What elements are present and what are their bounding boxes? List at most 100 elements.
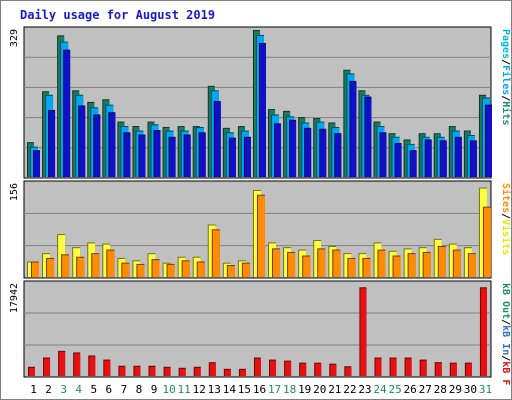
bar-kb-f-day-20 bbox=[315, 363, 322, 376]
bar-kb-f-day-15 bbox=[239, 369, 246, 376]
x-tick-label-day-24: 24 bbox=[373, 383, 387, 396]
x-tick-label-day-22: 22 bbox=[343, 383, 356, 396]
bar-kb-f-day-11 bbox=[179, 368, 186, 376]
bar-kb-f-day-4 bbox=[74, 353, 81, 376]
bar-pages-day-20 bbox=[320, 129, 327, 177]
bar-kb-f-day-14 bbox=[224, 369, 231, 376]
bar-sites-day-28 bbox=[438, 247, 446, 277]
bar-pages-day-23 bbox=[365, 97, 372, 177]
x-tick-label-day-13: 13 bbox=[208, 383, 221, 396]
y-max-label: 156 bbox=[9, 183, 20, 201]
bar-sites-day-13 bbox=[212, 230, 220, 277]
bar-sites-day-26 bbox=[408, 254, 416, 277]
side-legend: Sites/Visits bbox=[500, 183, 512, 255]
bar-kb-f-day-5 bbox=[89, 356, 96, 376]
x-tick-label-day-3: 3 bbox=[60, 383, 67, 396]
x-tick-label-day-15: 15 bbox=[238, 383, 251, 396]
bar-kb-f-day-28 bbox=[435, 363, 442, 376]
x-tick-label-day-16: 16 bbox=[253, 383, 266, 396]
x-axis: 1 2 3 4 5 6 7 8 9 10 11 12 13 14 15 16 17 18 19 20 21 22 23 24 2… bbox=[30, 383, 492, 396]
bar-pages-day-16 bbox=[259, 43, 266, 178]
x-tick-label-day-12: 12 bbox=[193, 383, 206, 396]
bar-pages-day-30 bbox=[470, 141, 477, 177]
legend--: / bbox=[500, 59, 511, 65]
bar-sites-day-6 bbox=[107, 250, 115, 277]
bar-sites-day-20 bbox=[318, 249, 326, 277]
x-tick-label-day-27: 27 bbox=[419, 383, 432, 396]
bar-sites-day-23 bbox=[363, 258, 371, 277]
x-tick-label-day-2: 2 bbox=[45, 383, 52, 396]
bar-pages-day-21 bbox=[335, 134, 342, 177]
bar-pages-day-5 bbox=[94, 115, 101, 177]
bar-pages-day-2 bbox=[49, 110, 56, 177]
bar-pages-day-15 bbox=[244, 137, 251, 177]
x-tick-label-day-4: 4 bbox=[75, 383, 82, 396]
bar-pages-day-18 bbox=[290, 120, 297, 177]
x-tick-label-day-19: 19 bbox=[298, 383, 311, 396]
bar-pages-day-13 bbox=[214, 102, 221, 177]
legend-visits: Visits bbox=[500, 219, 512, 255]
bar-sites-day-10 bbox=[167, 264, 175, 277]
legend-pages: Pages bbox=[500, 29, 511, 59]
bar-pages-day-4 bbox=[79, 106, 86, 177]
bar-kb-f-day-18 bbox=[285, 361, 292, 376]
bar-kb-f-day-2 bbox=[44, 358, 51, 376]
x-tick-label-day-26: 26 bbox=[404, 383, 417, 396]
bar-pages-day-10 bbox=[169, 137, 176, 177]
y-max-label: 17942 bbox=[9, 283, 20, 313]
x-tick-label-day-30: 30 bbox=[464, 383, 477, 396]
bar-sites-day-11 bbox=[182, 261, 190, 277]
x-tick-label-day-28: 28 bbox=[434, 383, 447, 396]
bar-sites-day-31 bbox=[483, 207, 491, 277]
legend--: / bbox=[500, 355, 511, 361]
bar-kb-f-day-23 bbox=[360, 288, 367, 376]
x-tick-label-day-17: 17 bbox=[268, 383, 281, 396]
bar-sites-day-27 bbox=[423, 252, 431, 277]
bar-pages-day-31 bbox=[485, 105, 492, 177]
bar-sites-day-29 bbox=[453, 250, 461, 277]
bar-pages-day-12 bbox=[199, 133, 206, 177]
bar-sites-day-15 bbox=[242, 263, 250, 277]
bar-pages-day-17 bbox=[275, 124, 282, 177]
bar-kb-f-day-22 bbox=[345, 367, 352, 376]
bar-kb-f-day-12 bbox=[194, 367, 201, 376]
bar-pages-day-27 bbox=[425, 140, 432, 177]
legend-files: Files bbox=[500, 65, 512, 95]
x-tick-label-day-29: 29 bbox=[449, 383, 462, 396]
bar-pages-day-9 bbox=[154, 131, 161, 177]
x-tick-label-day-11: 11 bbox=[178, 383, 191, 396]
bar-kb-f-day-6 bbox=[104, 360, 111, 376]
bar-kb-f-day-27 bbox=[420, 360, 427, 376]
bar-sites-day-17 bbox=[273, 249, 281, 277]
legend--: / bbox=[500, 95, 511, 101]
bar-pages-day-11 bbox=[184, 135, 191, 177]
bar-sites-day-12 bbox=[197, 262, 205, 277]
bar-sites-day-4 bbox=[77, 257, 85, 277]
x-tick-label-day-14: 14 bbox=[223, 383, 237, 396]
bar-kb-f-day-3 bbox=[59, 351, 66, 376]
x-tick-label-day-23: 23 bbox=[358, 383, 371, 396]
legend-kb-in: kB In bbox=[500, 325, 511, 355]
legend-sites: Sites bbox=[500, 183, 512, 213]
bar-kb-f-day-29 bbox=[450, 363, 457, 376]
legend-kb-out: kB Out bbox=[500, 283, 511, 319]
legend-kb-f: kB F bbox=[500, 361, 511, 385]
bar-pages-day-22 bbox=[350, 81, 357, 177]
bar-sites-day-19 bbox=[303, 256, 311, 277]
bar-sites-day-30 bbox=[468, 254, 476, 277]
bar-sites-day-14 bbox=[227, 266, 235, 277]
bar-kb-f-day-1 bbox=[29, 367, 35, 376]
x-tick-label-day-20: 20 bbox=[313, 383, 326, 396]
bar-sites-day-5 bbox=[92, 254, 100, 277]
bar-pages-day-28 bbox=[440, 141, 447, 177]
bar-kb-f-day-10 bbox=[164, 367, 171, 376]
bar-pages-day-6 bbox=[109, 113, 116, 177]
bar-sites-day-21 bbox=[333, 250, 341, 277]
x-tick-label-day-18: 18 bbox=[283, 383, 296, 396]
bar-sites-day-3 bbox=[62, 255, 70, 277]
x-tick-label-day-6: 6 bbox=[106, 383, 113, 396]
bar-kb-f-day-13 bbox=[209, 363, 216, 376]
legend-hits: Hits bbox=[500, 101, 512, 125]
